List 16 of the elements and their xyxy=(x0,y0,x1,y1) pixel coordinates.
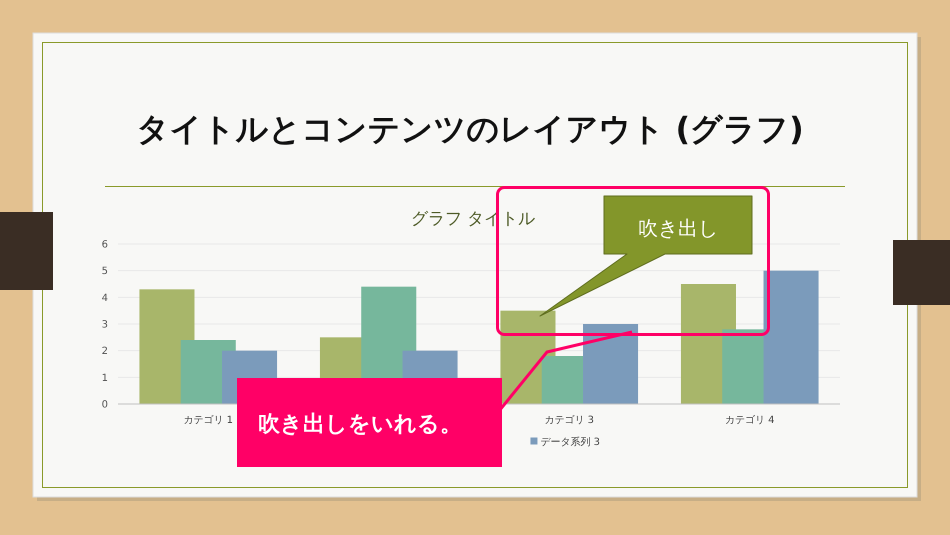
y-tick-label: 1 xyxy=(102,372,108,384)
y-tick-label: 2 xyxy=(102,346,108,358)
y-tick-label: 5 xyxy=(102,266,108,278)
y-tick-label: 6 xyxy=(102,240,108,250)
x-tick-label: カテゴリ 1 xyxy=(183,414,234,426)
y-tick-label: 0 xyxy=(102,400,108,410)
text: 吹き出しをいれる。 xyxy=(258,412,462,437)
x-tick-label: カテゴリ 3 xyxy=(544,414,594,426)
text: 吹き出し xyxy=(638,216,718,240)
y-tick-label: 4 xyxy=(102,292,108,304)
legend-label: データ系列 3 xyxy=(540,436,600,448)
y-tick-label: 3 xyxy=(102,320,108,330)
bar xyxy=(583,324,638,404)
x-tick-label: カテゴリ 4 xyxy=(724,414,775,426)
bar xyxy=(764,270,819,404)
chart-title: タイトルとコンテンツのレイアウト (グラフ) xyxy=(136,110,804,148)
